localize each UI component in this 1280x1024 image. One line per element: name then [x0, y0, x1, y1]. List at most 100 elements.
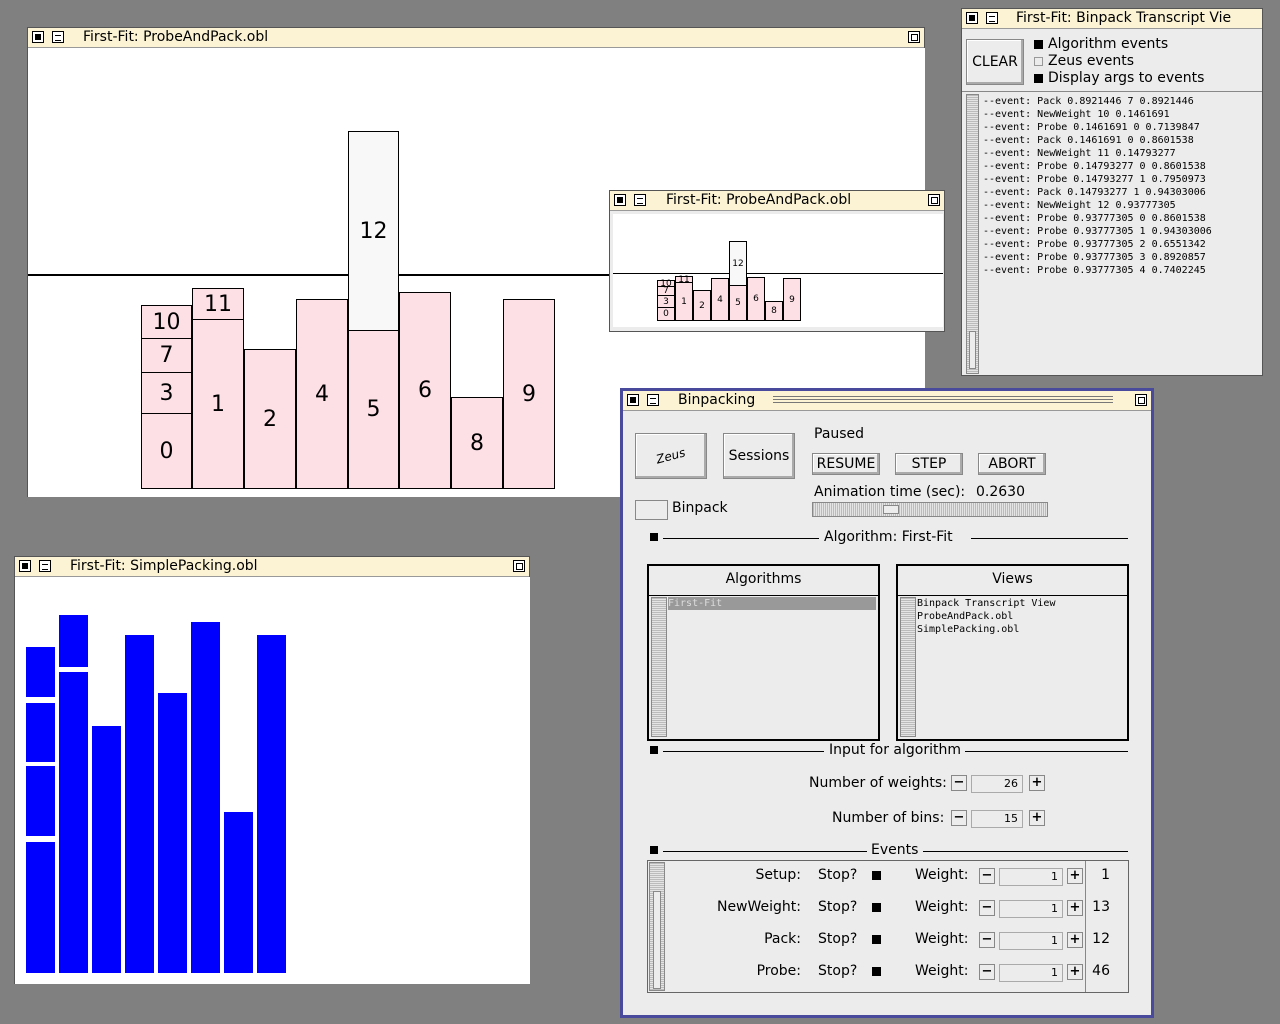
weight-4: 4: [296, 299, 348, 489]
close-icon[interactable]: [627, 394, 639, 406]
window-menu-icon[interactable]: [39, 560, 51, 572]
resize-icon[interactable]: [928, 194, 940, 206]
window-title: First-Fit: ProbeAndPack.obl: [666, 192, 852, 208]
window-menu-icon[interactable]: [52, 31, 64, 43]
divider: [965, 751, 1128, 752]
events-panel: Setup: Stop? Weight: − 1 + 1 NewWeight: …: [647, 860, 1129, 993]
weights-increment-button[interactable]: +: [1029, 775, 1045, 791]
title-bar[interactable]: First-Fit: Binpack Transcript Vie: [962, 9, 1262, 29]
views-scrollbar[interactable]: [900, 597, 916, 737]
window-title: Binpacking: [678, 392, 756, 408]
resume-button[interactable]: RESUME: [812, 453, 880, 475]
log-line: --event: NewWeight 10 0.1461691: [983, 109, 1170, 120]
events-header: Events: [871, 842, 919, 858]
events-scrollbar[interactable]: [649, 862, 665, 991]
resize-icon[interactable]: [513, 560, 525, 572]
bar-segment: [158, 693, 187, 973]
input-header: Input for algorithm: [829, 742, 961, 758]
weight-input[interactable]: 1: [999, 900, 1063, 918]
weights-decrement-button[interactable]: −: [951, 775, 967, 791]
bins-increment-button[interactable]: +: [1029, 810, 1045, 826]
window-menu-icon[interactable]: [647, 394, 659, 406]
scroll-thumb[interactable]: [653, 891, 661, 989]
algorithm-section-toggle[interactable]: [650, 533, 658, 541]
stop-checkbox[interactable]: [872, 871, 881, 880]
stop-checkbox[interactable]: [872, 967, 881, 976]
close-icon[interactable]: [966, 12, 978, 24]
divider: [962, 91, 1262, 92]
title-bar[interactable]: First-Fit: SimplePacking.obl: [15, 557, 529, 577]
list-item[interactable]: ProbeAndPack.obl: [917, 611, 1014, 622]
bar-segment: [26, 703, 55, 762]
resize-icon[interactable]: [1135, 394, 1147, 406]
weight-decrement-button[interactable]: −: [979, 932, 995, 948]
zeus-events-checkbox[interactable]: [1034, 57, 1043, 66]
weights-label: Number of weights:: [809, 775, 947, 791]
weight-decrement-button[interactable]: −: [979, 964, 995, 980]
bins-decrement-button[interactable]: −: [951, 810, 967, 826]
sessions-button[interactable]: Sessions: [723, 433, 795, 479]
title-bar[interactable]: First-Fit: ProbeAndPack.obl: [610, 191, 944, 211]
session-swatch[interactable]: [635, 500, 668, 520]
step-button[interactable]: STEP: [895, 453, 963, 475]
event-row-pack: Pack: Stop? Weight: − 1 + 12: [666, 925, 1128, 957]
weight-increment-button[interactable]: +: [1067, 932, 1083, 948]
title-bar[interactable]: First-Fit: ProbeAndPack.obl: [28, 28, 924, 48]
weight-increment-button[interactable]: +: [1067, 868, 1083, 884]
close-icon[interactable]: [614, 194, 626, 206]
input-section-toggle[interactable]: [650, 746, 658, 754]
abort-button[interactable]: ABORT: [978, 453, 1046, 475]
clear-button[interactable]: CLEAR: [966, 39, 1024, 85]
weight-0: 0: [657, 307, 675, 321]
transcript-scrollbar[interactable]: [966, 94, 979, 374]
window-menu-icon[interactable]: [634, 194, 646, 206]
algorithms-scrollbar[interactable]: [651, 597, 667, 737]
list-item[interactable]: First-Fit: [668, 597, 876, 610]
divider: [649, 595, 878, 596]
algorithm-events-checkbox[interactable]: [1034, 40, 1043, 49]
weight-decrement-button[interactable]: −: [979, 900, 995, 916]
stop-checkbox[interactable]: [872, 935, 881, 944]
stop-label: Stop?: [818, 867, 858, 883]
weight-decrement-button[interactable]: −: [979, 868, 995, 884]
weight-9: 9: [503, 299, 555, 489]
animation-time-slider[interactable]: [812, 502, 1048, 517]
bar-segment: [26, 647, 55, 697]
binpacking-control-window: Binpacking Zeus Sessions Paused RESUME S…: [620, 388, 1154, 1018]
bar-segment: [92, 726, 121, 973]
zeus-button[interactable]: Zeus: [635, 433, 707, 479]
stop-checkbox[interactable]: [872, 903, 881, 912]
display-args-checkbox[interactable]: [1034, 74, 1043, 83]
close-icon[interactable]: [32, 31, 44, 43]
slider-thumb[interactable]: [883, 505, 899, 514]
log-line: --event: NewWeight 11 0.14793277: [983, 148, 1176, 159]
bar-segment: [26, 842, 55, 973]
title-bar[interactable]: Binpacking: [623, 391, 1151, 411]
status-label: Paused: [814, 426, 865, 442]
weight-increment-button[interactable]: +: [1067, 964, 1083, 980]
resize-icon[interactable]: [908, 31, 920, 43]
list-item[interactable]: Binpack Transcript View: [917, 598, 1056, 609]
probe-and-pack-small-window: First-Fit: ProbeAndPack.obl 0 3 7 10 11 …: [609, 190, 945, 332]
weight-input[interactable]: 1: [999, 932, 1063, 950]
weight-0: 0: [141, 413, 192, 489]
list-item[interactable]: SimplePacking.obl: [917, 624, 1020, 635]
weight-5: 5: [348, 330, 399, 489]
window-menu-icon[interactable]: [986, 12, 998, 24]
weight-label: Weight:: [915, 867, 969, 883]
scroll-thumb[interactable]: [969, 331, 976, 369]
weight-4: 4: [711, 278, 729, 321]
events-section-toggle[interactable]: [650, 846, 658, 854]
close-icon[interactable]: [19, 560, 31, 572]
algorithm-header: Algorithm: First-Fit: [824, 529, 953, 545]
log-line: --event: Probe 0.93777305 1 0.94303006: [983, 226, 1212, 237]
weights-input[interactable]: 26: [971, 775, 1023, 793]
bins-input[interactable]: 15: [971, 810, 1023, 828]
weight-increment-button[interactable]: +: [1067, 900, 1083, 916]
weight-input[interactable]: 1: [999, 868, 1063, 886]
session-name-label: Binpack: [672, 500, 728, 516]
weight-8: 8: [765, 301, 783, 321]
weight-input[interactable]: 1: [999, 964, 1063, 982]
display-args-label: Display args to events: [1048, 70, 1205, 86]
bar-segment: [26, 766, 55, 836]
